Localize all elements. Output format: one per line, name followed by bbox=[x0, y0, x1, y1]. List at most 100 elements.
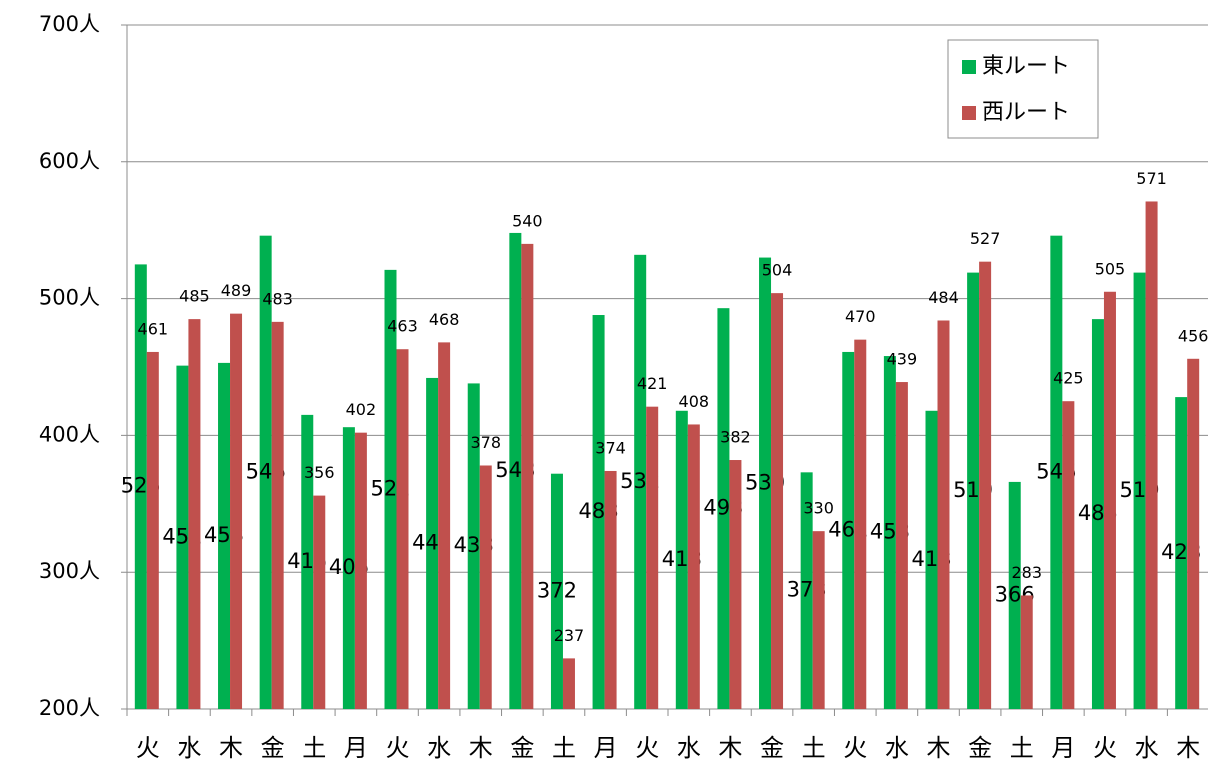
bar bbox=[1062, 401, 1075, 709]
bar bbox=[854, 339, 867, 709]
bar bbox=[562, 658, 575, 709]
bar bbox=[479, 465, 492, 709]
value-label: 527 bbox=[970, 229, 1001, 248]
x-tick-label: 水 bbox=[177, 734, 201, 762]
bar bbox=[218, 362, 231, 709]
bar bbox=[771, 293, 784, 709]
bar bbox=[230, 313, 243, 709]
bar bbox=[134, 264, 147, 709]
legend-label: 東ルート bbox=[982, 54, 1070, 79]
bar bbox=[812, 531, 825, 709]
x-tick-label: 金 bbox=[760, 734, 784, 762]
x-tick-label: 土 bbox=[552, 734, 576, 762]
value-label: 540 bbox=[512, 211, 543, 230]
x-tick-label: 月 bbox=[344, 734, 368, 762]
x-tick-label: 火 bbox=[386, 734, 410, 762]
value-label: 408 bbox=[679, 392, 710, 411]
value-label: 374 bbox=[595, 438, 626, 457]
bar bbox=[967, 272, 980, 709]
value-label: 485 bbox=[179, 287, 210, 306]
bar bbox=[550, 473, 563, 709]
value-label: 439 bbox=[887, 350, 918, 369]
x-tick-label: 火 bbox=[635, 734, 659, 762]
legend-label: 西ルート bbox=[982, 100, 1070, 125]
bar bbox=[1187, 358, 1200, 709]
x-tick-label: 土 bbox=[1010, 734, 1034, 762]
bar bbox=[925, 410, 938, 709]
bar bbox=[800, 472, 813, 709]
value-label: 505 bbox=[1095, 259, 1126, 278]
legend-swatch bbox=[962, 106, 976, 120]
x-tick-label: 月 bbox=[1051, 734, 1075, 762]
bar bbox=[842, 351, 855, 709]
bar bbox=[396, 349, 409, 709]
bar bbox=[979, 261, 992, 709]
x-tick-label: 金 bbox=[968, 734, 992, 762]
bar bbox=[1091, 319, 1104, 709]
x-tick-label: 水 bbox=[885, 734, 909, 762]
bar bbox=[1103, 291, 1116, 709]
value-label: 504 bbox=[762, 261, 793, 280]
value-label: 456 bbox=[1178, 326, 1208, 345]
x-tick-label: 金 bbox=[510, 734, 534, 762]
y-tick-label: 200人 bbox=[39, 696, 100, 720]
bar bbox=[176, 365, 189, 709]
x-tick-label: 水 bbox=[427, 734, 451, 762]
value-label: 484 bbox=[928, 288, 959, 307]
value-label: 283 bbox=[1011, 563, 1042, 582]
x-tick-label: 木 bbox=[219, 734, 243, 762]
bar bbox=[1050, 235, 1063, 709]
bar bbox=[895, 382, 908, 709]
y-tick-label: 300人 bbox=[39, 559, 100, 583]
bar bbox=[675, 410, 688, 709]
x-tick-label: 木 bbox=[469, 734, 493, 762]
y-tick-label: 400人 bbox=[39, 422, 100, 446]
bar bbox=[467, 383, 480, 709]
bar bbox=[729, 460, 742, 709]
value-label: 571 bbox=[1136, 169, 1167, 188]
bar bbox=[592, 315, 605, 709]
bar bbox=[634, 254, 647, 709]
legend-box bbox=[947, 39, 1099, 139]
value-label: 372 bbox=[537, 578, 577, 602]
bar bbox=[384, 269, 397, 709]
x-tick-label: 火 bbox=[136, 734, 160, 762]
value-label: 382 bbox=[720, 428, 751, 447]
bar bbox=[354, 432, 367, 709]
bar bbox=[259, 235, 272, 709]
value-label: 378 bbox=[470, 433, 501, 452]
y-tick-label: 700人 bbox=[39, 12, 100, 36]
x-tick-label: 火 bbox=[843, 734, 867, 762]
bar bbox=[1145, 201, 1158, 710]
value-label: 463 bbox=[387, 317, 418, 336]
bar bbox=[521, 243, 534, 709]
x-tick-label: 火 bbox=[1093, 734, 1117, 762]
x-tick-label: 土 bbox=[302, 734, 326, 762]
value-label: 402 bbox=[346, 400, 377, 419]
legend-swatch bbox=[962, 60, 976, 74]
x-tick-label: 金 bbox=[261, 734, 285, 762]
y-tick-label: 500人 bbox=[39, 286, 100, 310]
value-label: 356 bbox=[304, 463, 335, 482]
x-tick-label: 水 bbox=[1135, 734, 1159, 762]
bar bbox=[1020, 595, 1033, 709]
bar bbox=[1133, 272, 1146, 709]
bar bbox=[759, 257, 772, 709]
bar bbox=[883, 356, 896, 709]
bar bbox=[438, 342, 451, 709]
bar bbox=[313, 495, 326, 709]
x-tick-label: 木 bbox=[718, 734, 742, 762]
value-label: 468 bbox=[429, 310, 460, 329]
y-tick-label: 600人 bbox=[39, 149, 100, 173]
bar bbox=[271, 321, 284, 709]
x-tick-label: 水 bbox=[677, 734, 701, 762]
bar bbox=[146, 351, 159, 709]
x-tick-label: 月 bbox=[594, 734, 618, 762]
x-tick-label: 木 bbox=[927, 734, 951, 762]
bar bbox=[646, 406, 659, 709]
bar bbox=[301, 414, 314, 709]
bar bbox=[1175, 397, 1188, 709]
value-label: 237 bbox=[554, 626, 585, 645]
bar bbox=[717, 308, 730, 709]
